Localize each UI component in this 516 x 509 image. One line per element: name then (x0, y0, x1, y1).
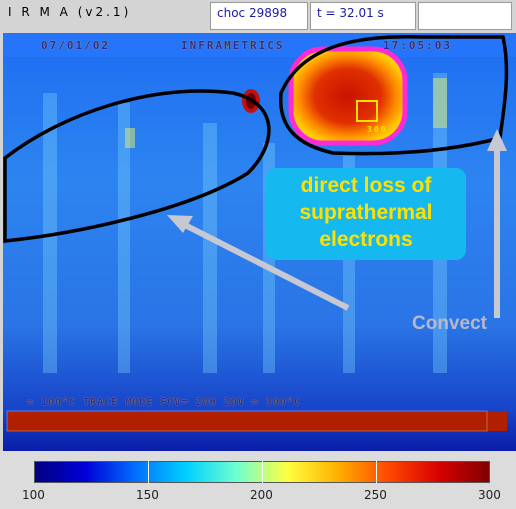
status-bar: I R M A (v2.1) choc 29898 t = 32.01 s (0, 0, 516, 33)
shot-number: choc 29898 (217, 6, 288, 20)
region-outline-left (3, 89, 271, 243)
color-scale: 100 150 200 250 300 (0, 451, 516, 509)
arrow-icon (487, 129, 507, 318)
app-title: I R M A (v2.1) (8, 5, 132, 19)
time-field[interactable]: t = 32.01 s (310, 2, 416, 30)
loss-callout: direct loss of suprathermal electrons (266, 168, 466, 260)
scale-label-200: 200 (250, 488, 273, 502)
hot-region-outline (288, 46, 408, 146)
scale-label-100: 100 (22, 488, 45, 502)
image-brand: INFRAMETRICS (181, 39, 285, 52)
callout-line-1: direct loss of (300, 174, 432, 197)
time-value: t = 32.01 s (317, 6, 384, 20)
convect-label: Convect (412, 313, 487, 334)
arrow-icon (167, 215, 350, 311)
scale-label-250: 250 (364, 488, 387, 502)
empty-field[interactable] (418, 2, 512, 30)
image-date: 07/01/02 (41, 39, 110, 52)
scale-label-150: 150 (136, 488, 159, 502)
scale-label-300: 300 (478, 488, 501, 502)
image-clock: 17:05:03 (383, 39, 452, 52)
callout-line-3: electrons (319, 228, 413, 251)
callout-line-2: suprathermal (299, 201, 433, 224)
scale-tick (376, 461, 377, 483)
image-footer: ≈ 100°C TRACE MODE FOV= 20H 20V ≈ 300°C (27, 397, 301, 408)
hot-spot (293, 51, 403, 141)
scale-tick (148, 461, 149, 483)
point-label: 300 (367, 125, 388, 134)
marker-square-icon[interactable] (356, 100, 378, 122)
shot-number-field[interactable]: choc 29898 (210, 2, 308, 30)
scale-tick (262, 461, 263, 483)
